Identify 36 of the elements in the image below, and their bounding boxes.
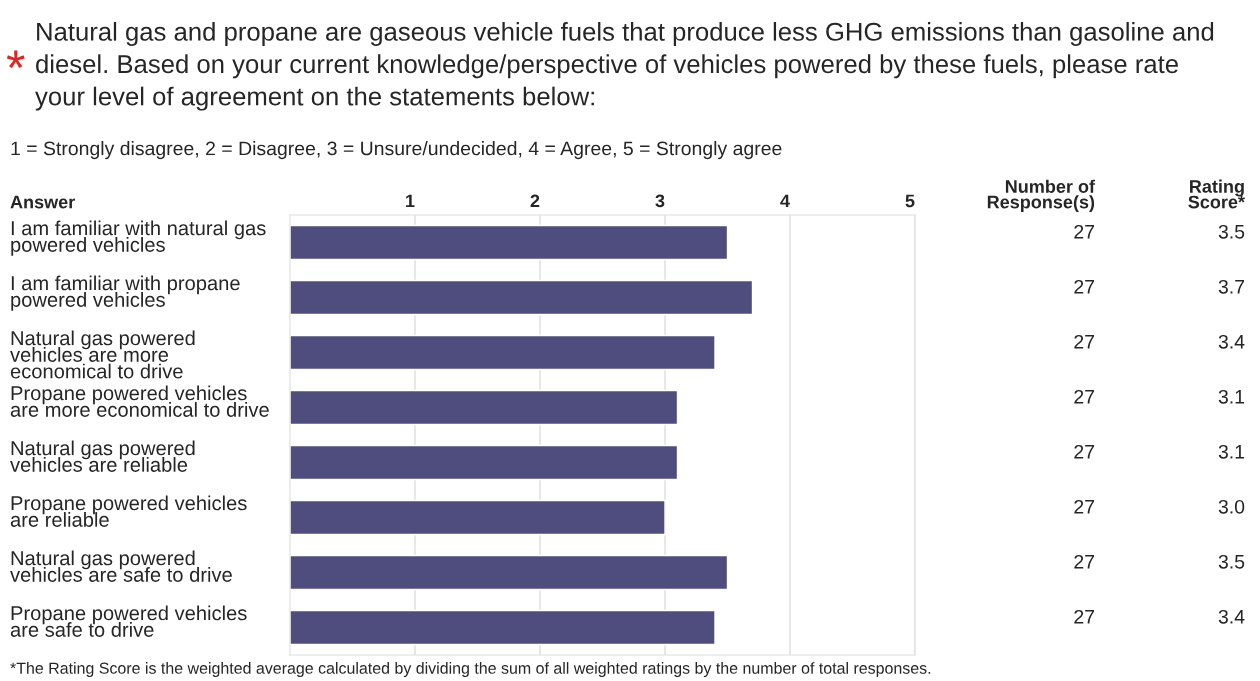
text: 27 (1074, 444, 1095, 459)
text: 3.5 (1218, 554, 1245, 569)
text: 3.5 (1218, 224, 1245, 239)
text: Rating Score* (1188, 179, 1245, 209)
text: 27 (1074, 554, 1095, 569)
y-tick-label: Natural gas powered vehicles are more economical to drive (10, 330, 195, 379)
x-tick-label: 3 (655, 194, 665, 208)
y-tick-label: I am familiar with propane powered vehicles (11, 275, 240, 311)
x-tick-label: 1 (406, 194, 415, 208)
text: Answer (10, 195, 75, 209)
text: 27 (1074, 609, 1095, 624)
text: 27 (1074, 224, 1095, 239)
y-tick-label: Natural gas powered vehicles are safe to drive (10, 550, 232, 582)
text: 27 (1074, 334, 1095, 349)
text: 27 (1074, 499, 1095, 514)
y-tick-label: I am familiar with natural gas powered vehicles (11, 220, 266, 256)
text: * (6, 50, 25, 69)
text: 27 (1074, 389, 1095, 404)
y-tick-label: Natural gas powered vehicles are reliable (10, 440, 195, 472)
y-tick-label: Propane powered vehicles are more economical to drive (10, 385, 269, 417)
text: 3.1 (1218, 444, 1245, 459)
text: 3.1 (1218, 389, 1245, 404)
x-tick-label: 2 (530, 194, 540, 208)
text: 3.4 (1218, 334, 1245, 349)
x-tick-label: 4 (780, 194, 790, 208)
text: 3.7 (1218, 279, 1245, 294)
text: Number of Response(s) (987, 179, 1096, 212)
text: 3.4 (1218, 609, 1245, 624)
x-tick-label: 5 (905, 194, 915, 208)
chart-title: Natural gas and propane are gaseous vehicle fuels that produce less GHG emissions than gasoline and diesel. Based on your current knowledge/perspective of vehicles powered by these fuels, please rate your level of agreement on the statements below: (35, 22, 1214, 111)
y-tick-label: Propane powered vehicles are safe to drive (10, 605, 247, 637)
text: *The Rating Score is the weighted average calculated by dividing the sum of all weighted ratings by the number of total responses. (10, 662, 931, 677)
text: 3.0 (1218, 499, 1245, 514)
chart-subtitle: 1 = Strongly disagree, 2 = Disagree, 3 = Unsure/undecided, 4 = Agree, 5 = Strongly agree (11, 141, 782, 160)
text: 27 (1074, 279, 1095, 294)
y-tick-label: Propane powered vehicles are reliable (10, 495, 247, 527)
